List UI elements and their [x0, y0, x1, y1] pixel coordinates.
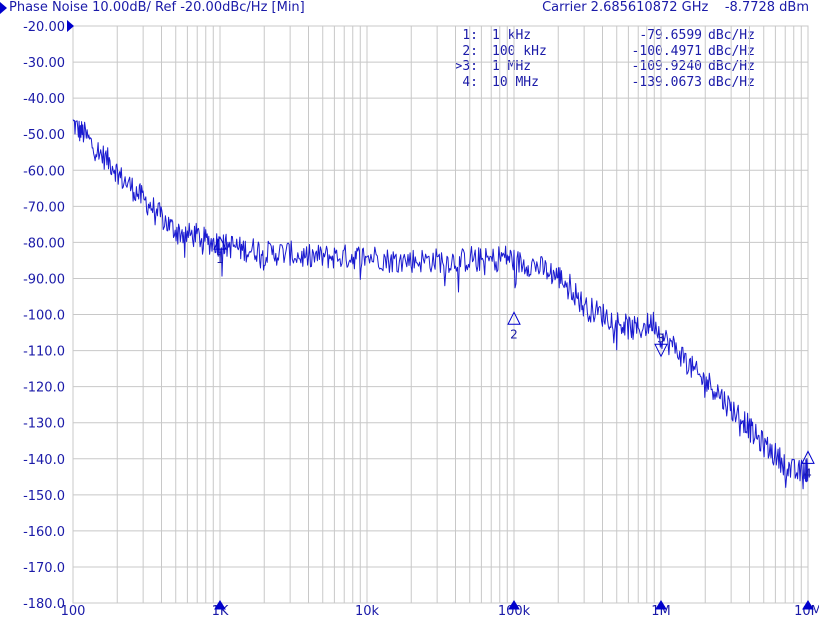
y-tick-label: -90.00: [23, 272, 65, 287]
y-tick-label: -60.00: [23, 164, 65, 179]
x-axis-marker-indicators: [214, 600, 814, 610]
ref-level-arrow-icon: [67, 20, 74, 32]
marker-label: 4: [804, 466, 812, 480]
y-tick-label: -130.0: [23, 417, 65, 432]
x-marker-indicator-icon: [214, 600, 226, 610]
x-tick-label: 100k: [498, 604, 531, 619]
marker-value: -100.4971: [631, 43, 702, 59]
marker-triangle-icon: [507, 311, 521, 325]
phase-noise-trace: [72, 119, 809, 490]
chart-title-text: Phase Noise 10.00dB/ Ref -20.00dBc/Hz [M…: [9, 0, 305, 15]
marker-triangle-icon: [801, 450, 815, 464]
x-tick-label: 100: [61, 604, 86, 619]
y-tick-label: -50.00: [23, 128, 65, 143]
y-tick-label: -20.00: [23, 20, 65, 35]
marker-frequency: 100 kHz: [492, 43, 547, 59]
y-tick-labels: -20.00 -30.00 -40.00 -50.00 -60.00 -70.00 -80.…: [23, 20, 74, 612]
carrier-readout: Carrier 2.685610872 GHz -8.7728 dBm: [542, 0, 809, 15]
marker-label: 1: [216, 252, 224, 266]
marker-triangle-icon: [213, 236, 227, 250]
y-tick-label: -180.0: [23, 597, 65, 612]
chart-title: Phase Noise 10.00dB/ Ref -20.00dBc/Hz [M…: [0, 0, 305, 16]
marker-table: 1: 1 kHz -79.6599 dBc/Hz 2: 100 kHz -100.4971 d…: [446, 28, 755, 90]
x-tick-label: 10k: [355, 604, 380, 619]
marker-triangle-icon: [654, 343, 668, 358]
marker-label: 3: [657, 331, 665, 345]
y-tick-label: -150.0: [23, 489, 65, 504]
y-tick-label: -100.0: [23, 309, 65, 324]
x-tick-labels: 100 1K 10k 100k 1M 10M: [61, 604, 819, 619]
y-tick-label: -120.0: [23, 381, 65, 396]
y-tick-label: -160.0: [23, 525, 65, 540]
y-tick-label: -30.00: [23, 56, 65, 71]
y-tick-label: -170.0: [23, 561, 65, 576]
marker-value: -79.6599: [639, 28, 702, 43]
marker-index: >3:: [454, 59, 478, 74]
y-tick-label: -70.00: [23, 200, 65, 215]
x-tick-label: 1M: [651, 604, 671, 619]
marker-label: 2: [510, 327, 518, 341]
chart-markers: 1 2 3 4: [213, 236, 815, 480]
x-marker-indicator-icon: [802, 600, 814, 610]
grid: [72, 25, 809, 604]
marker-value: -139.0673: [631, 74, 702, 90]
triangle-right-icon: [0, 2, 7, 14]
y-tick-label: -80.00: [23, 236, 65, 251]
y-tick-label: -40.00: [23, 92, 65, 107]
x-marker-indicator-icon: [655, 600, 667, 610]
marker-value: -109.9240: [631, 59, 702, 74]
y-tick-label: -140.0: [23, 453, 65, 468]
y-tick-label: -110.0: [23, 345, 65, 360]
x-marker-indicator-icon: [508, 600, 520, 610]
